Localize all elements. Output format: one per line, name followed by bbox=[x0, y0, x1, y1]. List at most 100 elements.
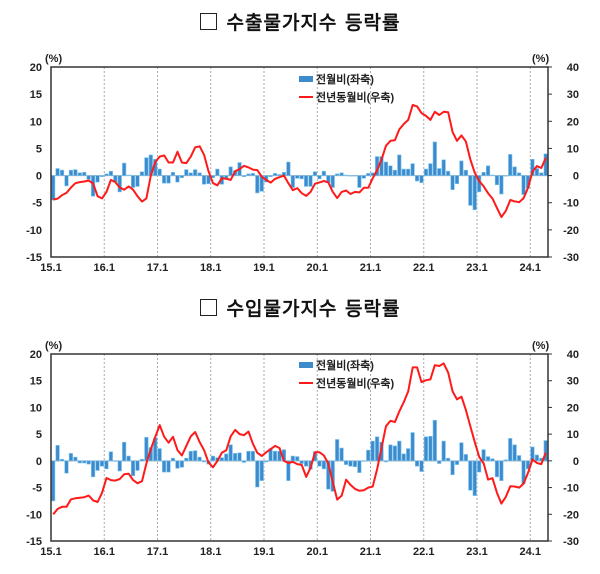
bar-mom bbox=[86, 175, 91, 180]
bar-mom bbox=[508, 154, 513, 176]
bar-mom bbox=[64, 460, 69, 474]
title-box-icon bbox=[199, 13, 217, 30]
bar-mom bbox=[255, 460, 260, 488]
legend-label-yoy: 전년동월비(우축) bbox=[316, 376, 395, 390]
bar-mom bbox=[166, 460, 171, 473]
bar-mom bbox=[406, 168, 411, 176]
bar-mom bbox=[113, 460, 118, 462]
bar-mom bbox=[339, 172, 344, 176]
bar-mom bbox=[77, 460, 82, 464]
bar-mom bbox=[55, 445, 60, 462]
bar-mom bbox=[135, 460, 140, 471]
bar-mom bbox=[68, 169, 73, 176]
bar-mom bbox=[446, 457, 451, 462]
bar-mom bbox=[428, 163, 433, 176]
bar-mom bbox=[175, 460, 180, 469]
bar-mom bbox=[82, 460, 87, 464]
bar-mom bbox=[219, 457, 224, 462]
bar-mom bbox=[64, 175, 69, 187]
bar-mom bbox=[352, 175, 357, 177]
bar-mom bbox=[494, 175, 499, 186]
bar-mom bbox=[139, 171, 144, 176]
y-right-tick-label: -10 bbox=[563, 483, 579, 495]
y-left-tick-label: 5 bbox=[36, 429, 42, 441]
bar-mom bbox=[414, 175, 420, 182]
bar-mom bbox=[157, 168, 162, 176]
bar-mom bbox=[228, 444, 233, 462]
legend-label-yoy: 전년동월비(우축) bbox=[316, 90, 395, 104]
bar-mom bbox=[51, 175, 56, 201]
bar-mom bbox=[490, 458, 495, 462]
y-right-tick-label: -20 bbox=[563, 225, 579, 237]
x-tick-label: 24.1 bbox=[520, 262, 541, 274]
bar-mom bbox=[343, 460, 349, 465]
bar-mom bbox=[130, 460, 136, 477]
bar-mom bbox=[530, 158, 535, 176]
bar-mom bbox=[91, 460, 96, 478]
bar-mom bbox=[446, 170, 451, 176]
bar-mom bbox=[543, 153, 548, 176]
y-left-tick-label: 10 bbox=[30, 402, 42, 414]
y-left-tick-label: 5 bbox=[36, 143, 42, 155]
bar-mom bbox=[317, 175, 322, 180]
bar-mom bbox=[157, 448, 162, 462]
bar-mom bbox=[428, 435, 433, 462]
import-chart: 15.1 16.1 17.1 18.1 19.1 20.1 21.1 22.1 23.1 24.1… bbox=[26, 340, 579, 558]
x-tick-label: 22.1 bbox=[413, 546, 434, 558]
bar-mom bbox=[503, 175, 508, 177]
bar-mom bbox=[193, 169, 198, 176]
bar-mom bbox=[188, 172, 193, 176]
bar-mom bbox=[454, 460, 460, 465]
bar-mom bbox=[481, 449, 486, 462]
bar-mom bbox=[184, 169, 189, 176]
bar-mom bbox=[59, 169, 65, 176]
x-tick-label: 18.1 bbox=[200, 262, 221, 274]
bar-mom bbox=[410, 163, 415, 176]
bar-mom bbox=[397, 154, 402, 176]
bar-mom bbox=[454, 175, 460, 185]
x-tick-label: 23.1 bbox=[466, 262, 487, 274]
bar-mom bbox=[414, 460, 420, 467]
y-left-unit: (%) bbox=[45, 340, 62, 352]
bar-mom bbox=[233, 453, 238, 462]
bar-mom bbox=[77, 172, 82, 176]
y-left-tick-label: 20 bbox=[30, 62, 42, 74]
bar-mom bbox=[517, 455, 522, 462]
x-tick-label: 17.1 bbox=[147, 262, 168, 274]
y-left-tick-label: 0 bbox=[36, 456, 42, 468]
bar-mom bbox=[383, 460, 389, 463]
y-right-tick-label: 30 bbox=[567, 89, 579, 101]
bar-mom bbox=[117, 175, 122, 193]
bar-mom bbox=[166, 175, 171, 184]
bar-mom bbox=[188, 450, 193, 462]
bar-mom bbox=[423, 436, 428, 462]
bar-mom bbox=[250, 173, 255, 176]
bar-mom bbox=[68, 453, 73, 462]
y-left-tick-label: 20 bbox=[30, 349, 42, 361]
bar-mom bbox=[246, 450, 251, 462]
bar-mom bbox=[459, 160, 464, 176]
bar-mom bbox=[197, 456, 202, 462]
line-yoy bbox=[53, 104, 547, 219]
export-chart-title: 수출물가지수 등락률 bbox=[0, 8, 600, 35]
bar-mom bbox=[441, 440, 446, 462]
bar-mom bbox=[335, 173, 340, 176]
line-yoy bbox=[52, 362, 547, 515]
y-right-tick-label: 20 bbox=[567, 116, 579, 128]
bar-mom bbox=[508, 438, 513, 462]
bar-mom bbox=[295, 456, 300, 462]
bar-mom bbox=[499, 175, 504, 195]
bar-mom bbox=[170, 457, 176, 462]
x-tick-label: 24.1 bbox=[520, 546, 541, 558]
y-right-tick-label: 10 bbox=[567, 429, 579, 441]
bar-mom bbox=[246, 173, 251, 176]
bar-mom bbox=[366, 173, 371, 176]
bar-mom bbox=[512, 444, 517, 462]
bar-mom bbox=[170, 172, 176, 176]
bar-mom bbox=[539, 172, 544, 176]
bar-mom bbox=[348, 460, 353, 467]
bar-mom bbox=[272, 173, 278, 176]
bar-mom bbox=[352, 460, 357, 468]
bar-mom bbox=[388, 165, 393, 176]
bar-mom bbox=[51, 460, 56, 502]
